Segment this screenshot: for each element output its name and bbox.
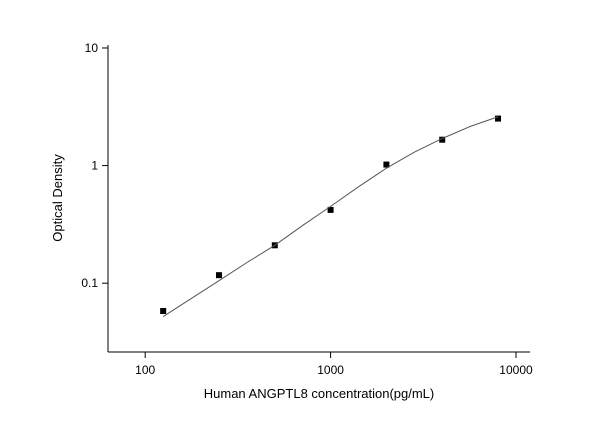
y-tick-label: 0.1 (81, 276, 98, 290)
data-point (160, 308, 167, 315)
x-tick-label: 100 (135, 363, 155, 377)
y-axis-label: Optical Density (50, 154, 65, 242)
fit-curve (162, 116, 499, 318)
data-point (439, 136, 446, 143)
data-point (495, 115, 502, 122)
data-point (215, 272, 222, 279)
data-point (383, 161, 390, 168)
data-point (327, 206, 334, 213)
y-tick-label: 1 (91, 159, 98, 173)
y-tick-label: 10 (85, 41, 99, 55)
x-axis-label: Human ANGPTL8 concentration(pg/mL) (204, 386, 435, 401)
x-tick-label: 10000 (499, 363, 533, 377)
x-tick-label: 1000 (317, 363, 344, 377)
